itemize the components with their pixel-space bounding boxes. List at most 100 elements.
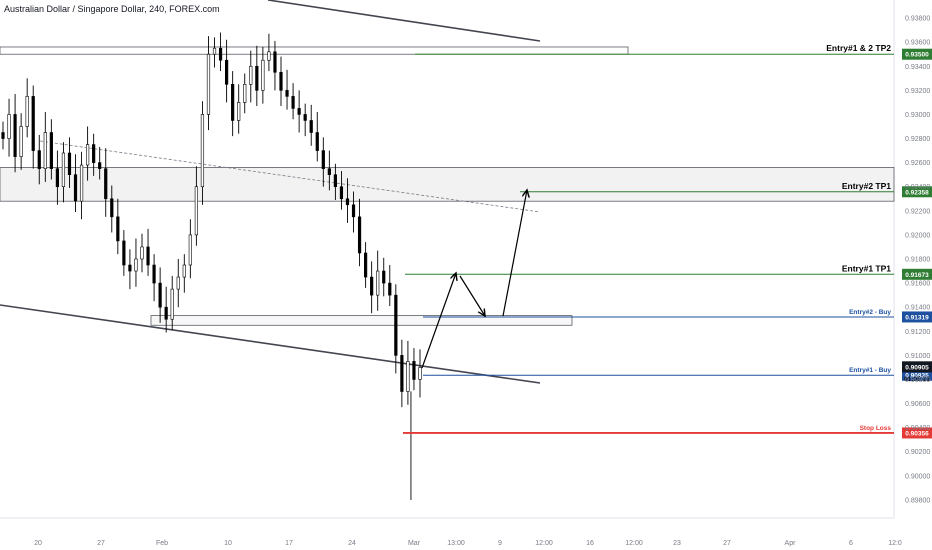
price-axis: 0.93800 0.93600 0.93400 0.93200 0.93000 0.928…: [905, 16, 930, 505]
level-label-1: Entry#2 TP1: [842, 181, 891, 191]
candle: [382, 257, 386, 297]
candle: [164, 286, 168, 333]
price-tag-text-3: 0.91319: [905, 314, 929, 321]
projection-arrows: [421, 190, 527, 369]
candle: [297, 90, 301, 133]
zones-layer: [0, 46, 895, 326]
candle: [13, 93, 17, 173]
candle: [327, 150, 331, 191]
candle: [218, 32, 223, 72]
arrow-up-2: [502, 190, 527, 317]
resistance-zone: [0, 167, 895, 202]
candle: [104, 148, 108, 217]
y-tick-7: 0.92400: [905, 184, 930, 191]
y-tick-16: 0.90600: [905, 401, 930, 408]
candle: [388, 265, 392, 306]
y-tick-3: 0.93200: [905, 88, 930, 95]
candle: [212, 37, 217, 68]
x-tick-10: 16: [586, 540, 594, 547]
x-tick-6: Mar: [408, 540, 421, 547]
candle: [79, 151, 84, 220]
candle: [200, 101, 205, 205]
candle: [134, 238, 138, 287]
candle: [418, 349, 422, 398]
chart-title: Australian Dollar / Singapore Dollar, 24…: [4, 4, 220, 14]
candle: [370, 261, 374, 314]
x-tick-8: 9: [498, 540, 502, 547]
candle: [339, 171, 344, 210]
candle: [315, 112, 319, 162]
x-tick-0: 20: [34, 540, 42, 547]
x-tick-7: 13:00: [447, 540, 465, 547]
candle: [267, 33, 271, 72]
y-tick-20: 0.89800: [905, 497, 930, 504]
candle: [279, 56, 283, 107]
x-tick-9: 12:00: [535, 540, 553, 547]
candle: [140, 233, 144, 273]
y-tick-18: 0.90200: [905, 449, 930, 456]
arrow-down-retest: [459, 275, 485, 316]
candle: [237, 84, 241, 134]
candle: [43, 112, 47, 182]
candle: [357, 198, 362, 267]
candle: [351, 191, 356, 233]
trendlines-layer: [0, 0, 541, 384]
candle: [285, 69, 289, 110]
price-tag-text-5: 0.90356: [905, 430, 929, 437]
candle: [146, 228, 150, 276]
candle: [243, 73, 247, 114]
candle: [86, 126, 90, 181]
upper-trendline: [267, 0, 541, 42]
y-tick-12: 0.91400: [905, 305, 930, 312]
time-axis: 20 27 Feb 10 17 24 Mar 13:00 9 12:00 16 12:00 23 27 Ap…: [34, 540, 902, 547]
candle: [158, 267, 162, 323]
candle: [110, 185, 114, 233]
dashed-trendline: [39, 140, 541, 213]
y-tick-13: 0.91200: [905, 329, 930, 336]
candle: [291, 83, 295, 120]
level-label-2: Entry#1 TP1: [842, 263, 891, 273]
levels-layer: Entry#1 & 2 TP2 0.93500 Entry#2 TP1 0.92358…: [403, 43, 932, 439]
price-tag-text-1: 0.92358: [905, 189, 929, 196]
level-label-0: Entry#1 & 2 TP2: [826, 43, 891, 53]
y-tick-15: 0.90800: [905, 377, 930, 384]
y-tick-14: 0.91000: [905, 353, 930, 360]
y-tick-4: 0.93000: [905, 112, 930, 119]
candle: [249, 50, 253, 103]
candle: [92, 133, 96, 176]
price-tag-5: [902, 427, 932, 439]
candle: [188, 219, 192, 279]
candle: [364, 242, 368, 288]
x-tick-15: 6: [849, 540, 853, 547]
candle: [412, 348, 416, 391]
x-tick-12: 23: [673, 540, 681, 547]
candle: [55, 150, 59, 205]
x-tick-11: 12:00: [625, 540, 643, 547]
y-tick-6: 0.92600: [905, 160, 930, 167]
candle: [170, 275, 174, 331]
arrow-up-1: [421, 273, 456, 369]
candle: [333, 163, 337, 200]
candle: [31, 85, 35, 169]
price-tag-2: [902, 268, 932, 280]
candle: [152, 254, 156, 302]
level-label-3: Entry#2 - Buy: [849, 309, 891, 316]
price-tag-0: [902, 48, 932, 60]
candle: [182, 254, 186, 293]
price-tag-text-0: 0.93500: [905, 52, 929, 59]
candle: [1, 121, 5, 150]
current-price-text: 0.90905: [905, 364, 929, 371]
candle: [25, 78, 29, 138]
candle: [128, 249, 132, 290]
candle: [176, 259, 180, 308]
candle: [194, 166, 198, 246]
level-label-4: Entry#1 - Buy: [849, 367, 891, 374]
bar-countdown: 01:05:23: [904, 376, 930, 383]
price-tag-text-2: 0.91673: [905, 272, 929, 279]
x-tick-16: 12:0: [888, 540, 902, 547]
x-tick-14: Apr: [785, 540, 797, 547]
x-tick-2: Feb: [156, 540, 168, 547]
candle: [376, 250, 380, 311]
entry2-zone: [150, 315, 573, 326]
